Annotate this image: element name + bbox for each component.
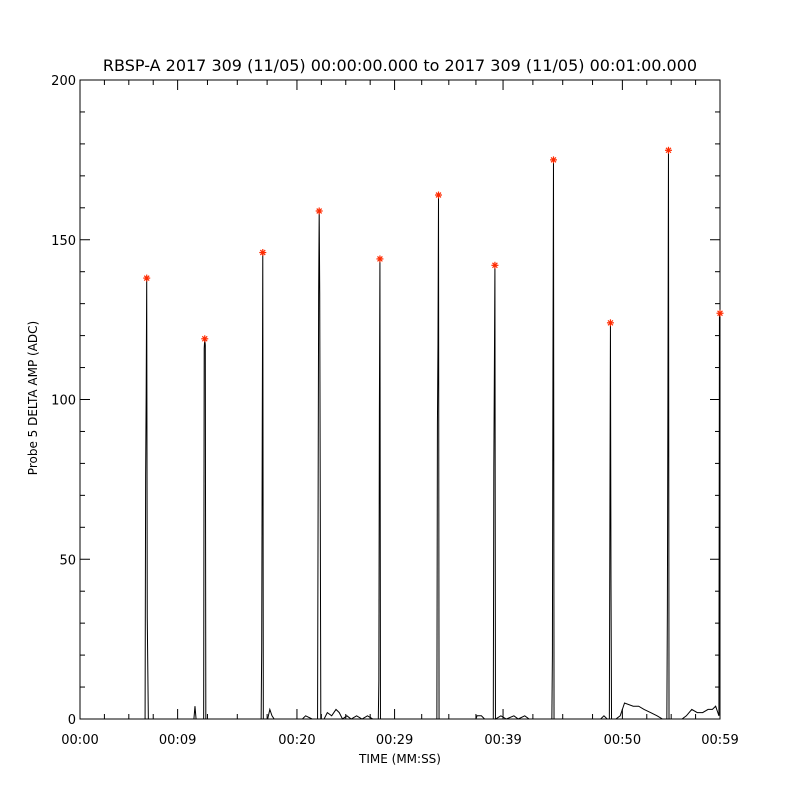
marker-stroke	[492, 262, 498, 269]
marker-stroke	[717, 310, 723, 317]
data-point-marker	[491, 261, 499, 269]
chart-title: RBSP-A 2017 309 (11/05) 00:00:00.000 to …	[103, 56, 697, 75]
series-line	[80, 150, 721, 720]
x-tick-label: 00:00	[61, 733, 98, 748]
marker-stroke	[316, 208, 323, 214]
data-point-marker	[143, 274, 151, 282]
marker-stroke	[377, 256, 383, 262]
x-tick-label: 00:09	[159, 733, 196, 748]
x-tick-label: 00:39	[484, 733, 521, 748]
data-point-marker	[716, 309, 724, 317]
axes: 0 50 100 150 200 00:00 00:09 00:20 00:29 00:39 00:…	[51, 74, 739, 748]
x-tick-label: 00:59	[701, 733, 738, 748]
marker-stroke	[201, 335, 208, 342]
data-point-marker	[376, 255, 384, 263]
marker-stroke	[259, 249, 266, 256]
plot-frame	[79, 79, 721, 720]
data-point-marker	[201, 335, 209, 343]
marker-stroke	[435, 192, 442, 198]
y-tick-label: 100	[51, 394, 76, 409]
y-tick-label: 200	[51, 74, 76, 89]
plot-area	[79, 79, 721, 720]
y-axis-label: Probe 5 DELTA AMP (ADC)	[26, 321, 40, 475]
data-point-marker	[315, 207, 323, 215]
x-tick-label: 00:50	[604, 733, 641, 748]
marker-stroke	[607, 319, 614, 326]
x-tick-label: 00:29	[376, 733, 413, 748]
series-layer	[80, 146, 724, 720]
data-point-marker	[606, 319, 614, 327]
data-point-marker	[549, 156, 557, 164]
x-tick-label: 00:20	[278, 733, 315, 748]
y-tick-label: 150	[51, 234, 76, 249]
y-tick-label: 0	[68, 713, 76, 728]
x-axis-label: TIME (MM:SS)	[358, 752, 441, 766]
data-point-marker	[664, 146, 672, 154]
marker-stroke	[665, 147, 672, 154]
marker-stroke	[143, 275, 150, 281]
marker-stroke	[550, 157, 557, 163]
data-point-marker	[259, 249, 267, 257]
y-tick-label: 50	[59, 553, 76, 568]
data-point-marker	[435, 191, 443, 199]
